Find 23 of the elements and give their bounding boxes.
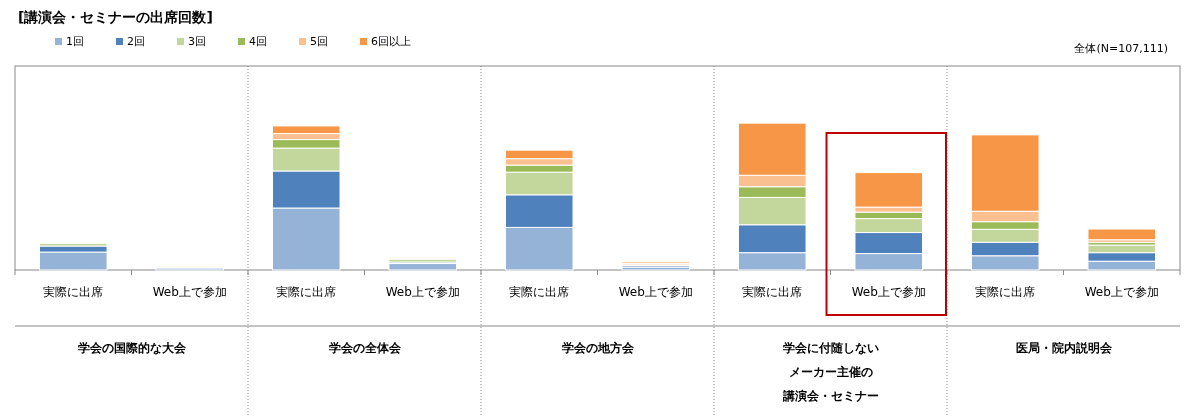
legend-label: 5回	[310, 35, 328, 48]
x-tick-label: Web上で参加	[1084, 285, 1159, 299]
text: 医局・院内説明会	[1015, 341, 1113, 355]
text: 学会に付随しないメーカー主催の講演会・セミナー	[781, 341, 879, 403]
x-tick-label: Web上で参加	[618, 285, 693, 299]
legend-label: 1回	[66, 35, 84, 48]
x-tick-label: 実際に出席	[276, 285, 337, 299]
x-tick-label: 実際に出席	[509, 285, 570, 299]
text: 学会の国際的な大会	[77, 341, 187, 355]
x-tick-label: Web上で参加	[385, 285, 460, 299]
legend-label: 3回	[188, 35, 206, 48]
chart-subtitle: 全体(N=107,111)	[1074, 42, 1168, 55]
legend-label: 2回	[127, 35, 145, 48]
x-tick-label: 実際に出席	[742, 285, 803, 299]
x-tick-label: 実際に出席	[43, 285, 104, 299]
legend-label: 6回以上	[371, 35, 411, 48]
chart-title: [講演会・セミナーの出席回数]	[18, 9, 213, 25]
x-tick-label: Web上で参加	[152, 285, 227, 299]
legend-label: 4回	[249, 35, 267, 48]
x-tick-label: Web上で参加	[851, 285, 926, 299]
x-tick-label: 実際に出席	[975, 285, 1036, 299]
text: 学会の地方会	[561, 341, 635, 355]
text: 学会の全体会	[328, 341, 402, 355]
